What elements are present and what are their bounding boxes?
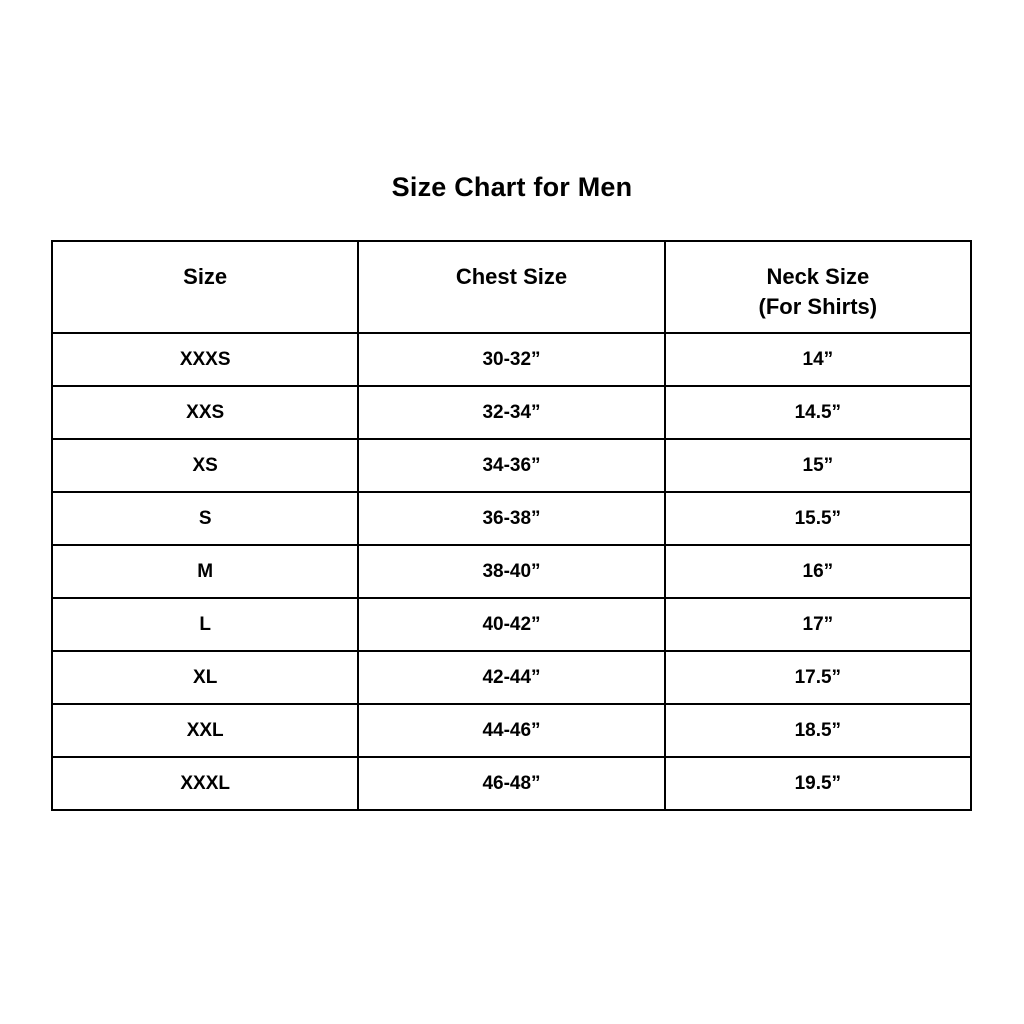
cell-neck-size: 19.5” bbox=[663, 756, 973, 811]
cell-chest-size: 38-40” bbox=[357, 544, 666, 599]
table-row: XS 34-36” 15” bbox=[50, 438, 973, 493]
cell-size: S bbox=[50, 491, 360, 546]
column-header-neck-size: Neck Size (For Shirts) bbox=[663, 240, 973, 334]
table-row: S 36-38” 15.5” bbox=[50, 491, 973, 546]
column-header-neck-size-sublabel: (For Shirts) bbox=[758, 294, 878, 319]
cell-chest-size: 36-38” bbox=[357, 491, 666, 546]
cell-neck-size: 17” bbox=[663, 597, 973, 652]
cell-neck-size: 15” bbox=[663, 438, 973, 493]
table-header: Size Chest Size Neck Size (For Shirts) bbox=[50, 240, 973, 334]
size-chart-table: Size Chest Size Neck Size (For Shirts) X… bbox=[50, 240, 973, 811]
cell-neck-size: 14” bbox=[663, 332, 973, 387]
table-row: M 38-40” 16” bbox=[50, 544, 973, 599]
column-header-neck-size-label: Neck Size bbox=[766, 264, 870, 289]
page-title: Size Chart for Men bbox=[391, 172, 633, 202]
cell-chest-size: 46-48” bbox=[357, 756, 666, 811]
column-header-size: Size bbox=[50, 240, 360, 334]
cell-neck-size: 14.5” bbox=[663, 385, 973, 440]
cell-chest-size: 40-42” bbox=[357, 597, 666, 652]
cell-size: XXXL bbox=[50, 756, 360, 811]
cell-size: L bbox=[50, 597, 360, 652]
cell-size: XS bbox=[50, 438, 360, 493]
cell-neck-size: 18.5” bbox=[663, 703, 973, 758]
cell-chest-size: 42-44” bbox=[357, 650, 666, 705]
table-row: XXS 32-34” 14.5” bbox=[50, 385, 973, 440]
table-row: XXXL 46-48” 19.5” bbox=[50, 756, 973, 811]
table-row: XXL 44-46” 18.5” bbox=[50, 703, 973, 758]
cell-neck-size: 15.5” bbox=[663, 491, 973, 546]
cell-size: XXXS bbox=[50, 332, 360, 387]
cell-chest-size: 34-36” bbox=[357, 438, 666, 493]
table-body: XXXS 30-32” 14” XXS 32-34” 14.5” XS 34-3… bbox=[50, 332, 973, 811]
cell-chest-size: 32-34” bbox=[357, 385, 666, 440]
table-row: XXXS 30-32” 14” bbox=[50, 332, 973, 387]
cell-size: XXS bbox=[50, 385, 360, 440]
column-header-chest-size-label: Chest Size bbox=[455, 264, 568, 289]
cell-size: XXL bbox=[50, 703, 360, 758]
table-row: L 40-42” 17” bbox=[50, 597, 973, 652]
table-header-row: Size Chest Size Neck Size (For Shirts) bbox=[50, 240, 973, 334]
cell-size: M bbox=[50, 544, 360, 599]
cell-neck-size: 17.5” bbox=[663, 650, 973, 705]
cell-chest-size: 44-46” bbox=[357, 703, 666, 758]
cell-neck-size: 16” bbox=[663, 544, 973, 599]
table-row: XL 42-44” 17.5” bbox=[50, 650, 973, 705]
column-header-chest-size: Chest Size bbox=[357, 240, 666, 334]
cell-chest-size: 30-32” bbox=[357, 332, 666, 387]
column-header-size-label: Size bbox=[183, 264, 228, 289]
cell-size: XL bbox=[50, 650, 360, 705]
